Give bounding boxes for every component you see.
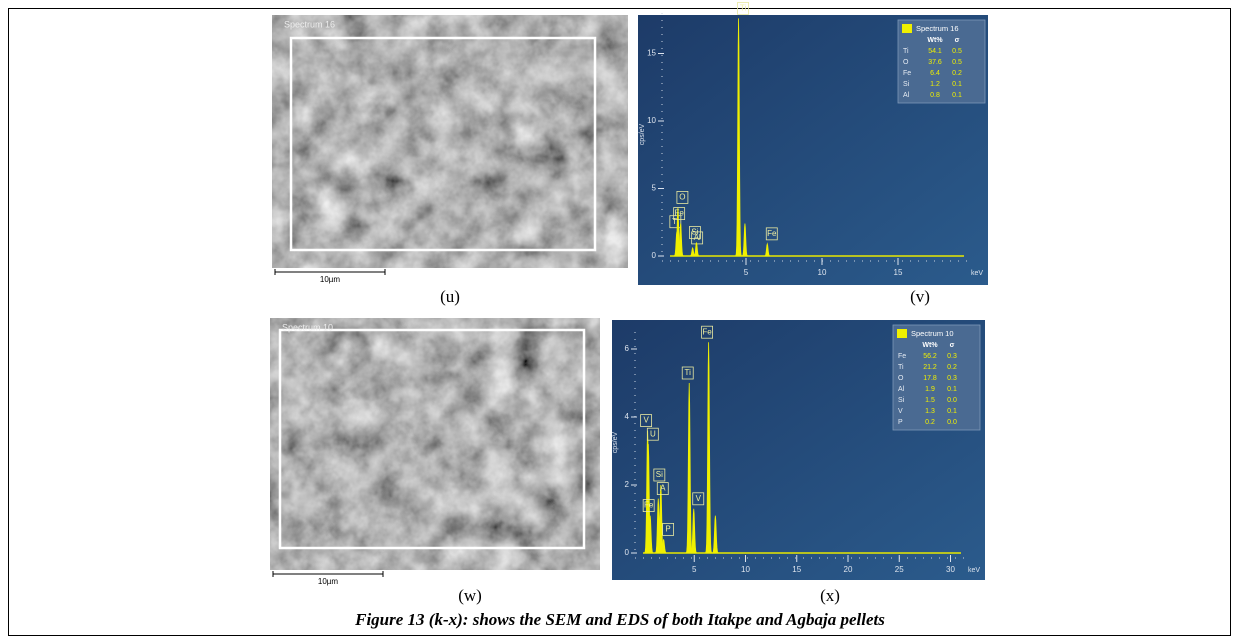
legend-value: 37.6 xyxy=(928,59,942,66)
legend-value: 0.1 xyxy=(952,92,962,99)
legend-element: Si xyxy=(898,397,905,404)
peak-label: U xyxy=(650,429,656,438)
legend-element: V xyxy=(898,408,903,415)
peak-label: O xyxy=(679,193,685,202)
legend-column-header: σ xyxy=(950,342,955,349)
x-tick-label: 10 xyxy=(741,565,750,574)
legend-value: 0.0 xyxy=(947,397,957,404)
legend-value: 0.5 xyxy=(952,59,962,66)
scale-bar-label: 10µm xyxy=(320,275,341,284)
x-axis-label: keV xyxy=(971,270,983,277)
spectrum-label: Spectrum 10 xyxy=(282,322,333,332)
legend-value: 0.8 xyxy=(930,92,940,99)
legend-value: 1.5 xyxy=(925,397,935,404)
legend-value: 0.2 xyxy=(952,70,962,77)
peak-label: Ti xyxy=(685,368,692,377)
legend-element: Ti xyxy=(903,48,909,55)
x-axis-label: keV xyxy=(968,567,980,574)
panel-label: (x) xyxy=(820,586,840,605)
peak-label: Fe xyxy=(674,209,684,218)
legend-value: 1.3 xyxy=(925,408,935,415)
figure: Figure 13 (k-x): shows the SEM and EDS o… xyxy=(0,0,1239,636)
legend-value: 0.3 xyxy=(947,353,957,360)
legend-value: 0.5 xyxy=(952,48,962,55)
x-tick-label: 20 xyxy=(844,565,853,574)
legend-value: 21.2 xyxy=(923,364,937,371)
figure-caption: Figure 13 (k-x): shows the SEM and EDS o… xyxy=(354,610,885,629)
legend-title: Spectrum 16 xyxy=(916,24,959,33)
legend-element: Fe xyxy=(898,353,906,360)
legend-value: 1.9 xyxy=(925,386,935,393)
legend-value: 0.1 xyxy=(952,81,962,88)
peak-label: Ti xyxy=(740,4,747,13)
legend-swatch xyxy=(897,329,907,338)
peak-label: Si xyxy=(691,228,698,237)
legend-element: Al xyxy=(898,386,905,393)
legend-value: 17.8 xyxy=(923,375,937,382)
peak-label: Fe xyxy=(767,229,777,238)
legend-element: O xyxy=(898,375,904,382)
legend-column-header: Wt% xyxy=(927,37,943,44)
x-tick-label: 15 xyxy=(894,268,903,277)
legend-element: Fe xyxy=(903,70,911,77)
x-tick-label: 5 xyxy=(692,565,697,574)
legend-element: Si xyxy=(903,81,910,88)
y-tick-label: 4 xyxy=(625,412,630,421)
panel-label: (w) xyxy=(458,586,482,605)
spectrum-label: Spectrum 16 xyxy=(284,19,335,29)
legend-element: P xyxy=(898,419,903,426)
peak-label: Fe xyxy=(702,327,712,336)
scale-bar-label: 10µm xyxy=(318,577,339,586)
legend-value: 1.2 xyxy=(930,81,940,88)
legend-value: 0.1 xyxy=(947,386,957,393)
legend-value: 0.2 xyxy=(925,419,935,426)
peak-label: Fe xyxy=(644,501,654,510)
legend-value: 0.0 xyxy=(947,419,957,426)
legend-value: 0.1 xyxy=(947,408,957,415)
legend-value: 6.4 xyxy=(930,70,940,77)
peak-label: P xyxy=(665,525,670,534)
legend-element: Ti xyxy=(898,364,904,371)
legend-swatch xyxy=(902,24,912,33)
x-tick-label: 25 xyxy=(895,565,904,574)
y-tick-label: 15 xyxy=(647,49,656,58)
y-tick-label: 10 xyxy=(647,116,656,125)
legend-column-header: Wt% xyxy=(922,342,938,349)
legend-value: 0.2 xyxy=(947,364,957,371)
legend-value: 0.3 xyxy=(947,375,957,382)
legend-element: Al xyxy=(903,92,910,99)
x-tick-label: 15 xyxy=(792,565,801,574)
sem-texture xyxy=(270,318,600,570)
y-tick-label: 5 xyxy=(652,184,657,193)
x-tick-label: 5 xyxy=(744,268,749,277)
legend-column-header: σ xyxy=(955,37,960,44)
peak-label: V xyxy=(643,416,649,425)
y-axis-label: cps/eV xyxy=(639,123,646,145)
sem-texture xyxy=(272,15,628,268)
y-tick-label: 0 xyxy=(652,251,657,260)
peak-label: A xyxy=(660,484,666,493)
legend-value: 56.2 xyxy=(923,353,937,360)
y-tick-label: 6 xyxy=(625,344,630,353)
y-tick-label: 0 xyxy=(625,548,630,557)
peak-label: Si xyxy=(656,470,663,479)
peak-label: V xyxy=(696,494,702,503)
legend-element: O xyxy=(903,59,909,66)
panel-label: (u) xyxy=(440,287,460,306)
y-axis-label: cps/eV xyxy=(612,431,619,453)
legend-title: Spectrum 10 xyxy=(911,329,954,338)
panel-label: (v) xyxy=(910,287,930,306)
legend-value: 54.1 xyxy=(928,48,942,55)
x-tick-label: 10 xyxy=(818,268,827,277)
x-tick-label: 30 xyxy=(946,565,955,574)
y-tick-label: 2 xyxy=(625,480,630,489)
